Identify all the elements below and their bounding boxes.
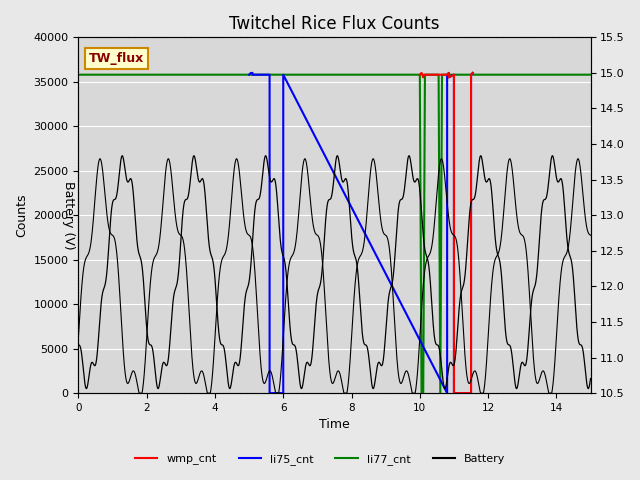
Title: Twitchel Rice Flux Counts: Twitchel Rice Flux Counts <box>229 15 440 33</box>
X-axis label: Time: Time <box>319 419 350 432</box>
Text: TW_flux: TW_flux <box>89 52 144 65</box>
Y-axis label: Counts: Counts <box>15 193 28 237</box>
Legend: wmp_cnt, li75_cnt, li77_cnt, Battery: wmp_cnt, li75_cnt, li77_cnt, Battery <box>131 450 509 469</box>
Y-axis label: Battery (V): Battery (V) <box>61 181 75 250</box>
